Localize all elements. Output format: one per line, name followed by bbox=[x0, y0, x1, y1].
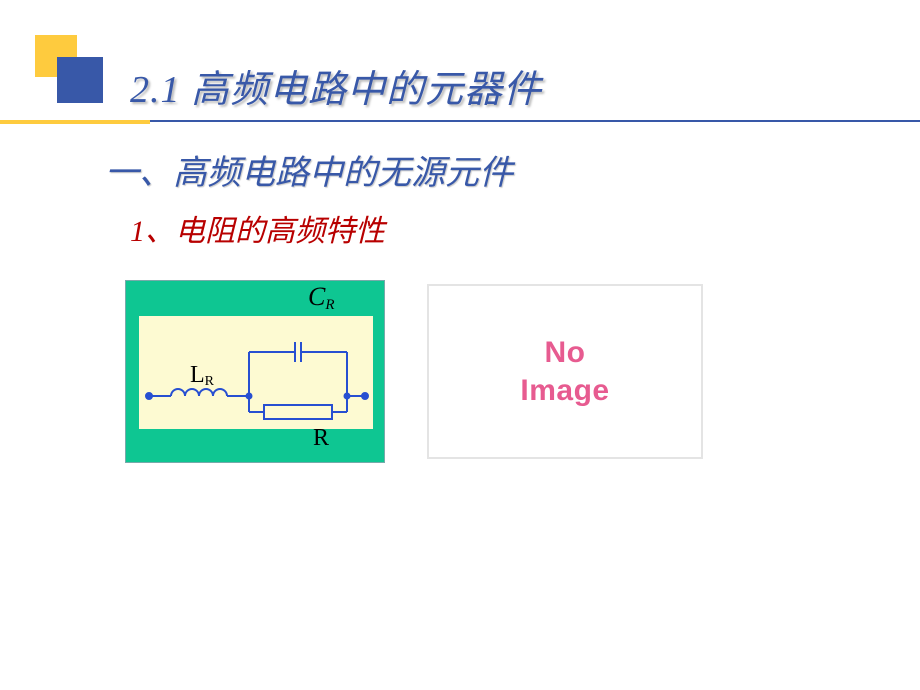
no-image-line2: Image bbox=[520, 374, 609, 407]
title-underline bbox=[0, 120, 920, 124]
label-resistor: R bbox=[313, 425, 329, 452]
no-image-text: No Image bbox=[520, 334, 609, 409]
label-C-text: C bbox=[308, 282, 325, 311]
subsection-heading: 1、电阻的高频特性 bbox=[130, 206, 385, 250]
section-heading: 一、高频电路中的无源元件 bbox=[105, 145, 513, 194]
label-L-sub: R bbox=[205, 374, 214, 389]
label-C-sub: R bbox=[325, 297, 334, 313]
decor-blue-square bbox=[57, 57, 103, 103]
image-placeholder: No Image bbox=[427, 284, 703, 459]
label-L-text: L bbox=[190, 362, 205, 388]
no-image-line1: No bbox=[545, 336, 586, 369]
slide-title: 2.1 高频电路中的元器件 bbox=[130, 58, 542, 113]
label-inductor: LR bbox=[190, 362, 214, 390]
circuit-diagram bbox=[139, 316, 373, 429]
label-capacitor: CR bbox=[308, 282, 335, 314]
corner-decoration bbox=[35, 35, 105, 105]
circuit-diagram-frame bbox=[125, 280, 385, 463]
